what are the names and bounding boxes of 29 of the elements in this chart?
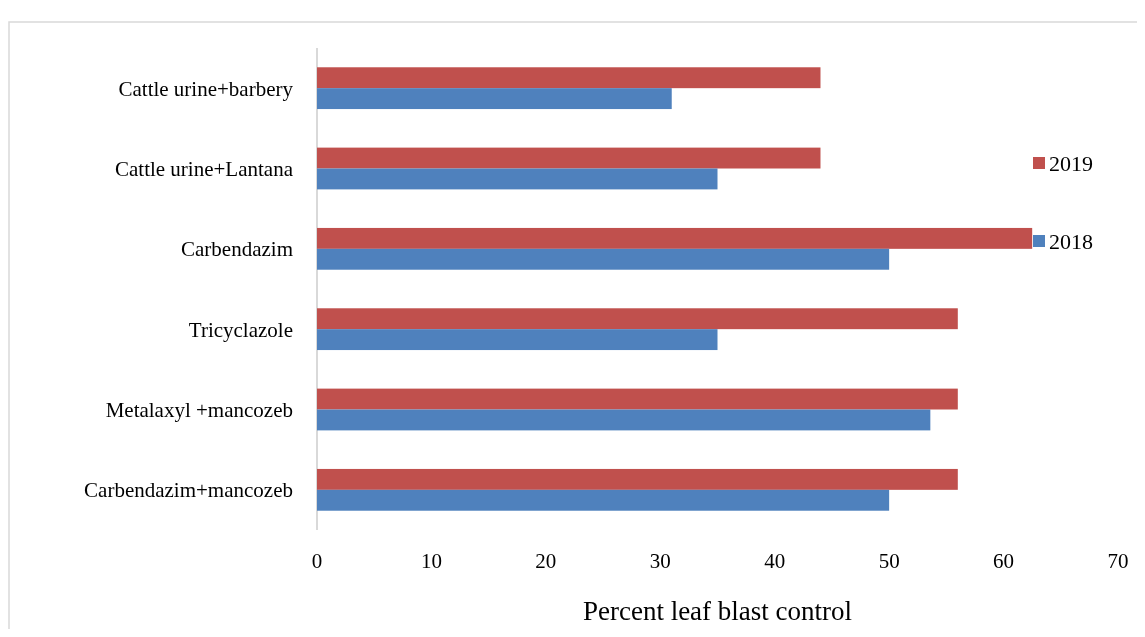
bar [317, 308, 958, 330]
bar [317, 388, 958, 410]
y-tick-label: Carbendazim [181, 237, 293, 262]
x-tick-label: 0 [311, 549, 323, 573]
bar [317, 468, 958, 490]
x-axis-title: Percent leaf blast control [582, 596, 853, 626]
x-tick-label: 50 [878, 549, 900, 573]
bar [317, 227, 1033, 249]
x-tick-label: 20 [535, 549, 557, 573]
x-tick-label: 40 [764, 549, 786, 573]
legend-label: 2019 [1049, 150, 1093, 176]
bar [317, 489, 890, 511]
x-tick-label: 60 [993, 549, 1015, 573]
bar [317, 248, 890, 270]
x-tick-label: 70 [1107, 549, 1129, 573]
x-tick-label: 10 [420, 549, 442, 573]
legend-label: 2018 [1049, 228, 1093, 254]
y-tick-label: Tricyclazole [188, 317, 293, 342]
bar [317, 329, 718, 351]
bar [317, 168, 718, 190]
x-tick-label: 30 [649, 549, 671, 573]
y-tick-label: Metalaxyl +mancozeb [105, 397, 293, 422]
y-tick-label: Carbendazim+mancozeb [84, 478, 293, 503]
bar [317, 409, 931, 431]
y-tick-label: Cattle urine+barbery [118, 76, 294, 101]
bar [317, 67, 821, 89]
bar [317, 88, 672, 110]
y-tick-label: Cattle urine+Lantana [114, 156, 294, 181]
bar [317, 147, 821, 169]
